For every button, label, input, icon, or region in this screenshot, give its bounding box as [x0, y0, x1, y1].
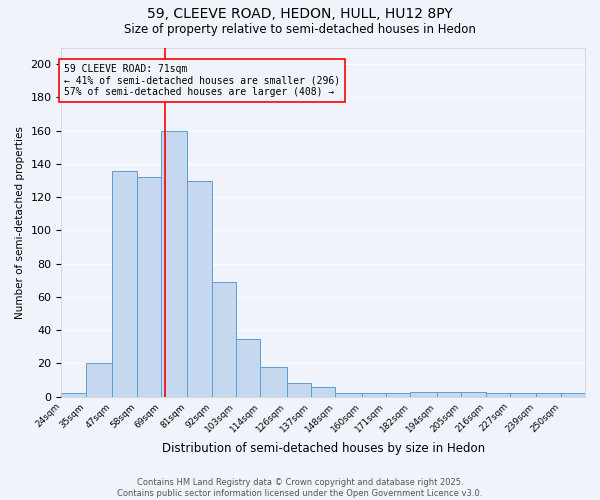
Text: Contains HM Land Registry data © Crown copyright and database right 2025.
Contai: Contains HM Land Registry data © Crown c…	[118, 478, 482, 498]
Bar	[437, 392, 461, 396]
Bar	[86, 364, 112, 396]
Bar	[510, 394, 536, 396]
X-axis label: Distribution of semi-detached houses by size in Hedon: Distribution of semi-detached houses by …	[161, 442, 485, 455]
Text: Size of property relative to semi-detached houses in Hedon: Size of property relative to semi-detach…	[124, 22, 476, 36]
Bar	[260, 367, 287, 396]
Bar	[461, 392, 485, 396]
Bar	[536, 394, 560, 396]
Bar	[335, 394, 362, 396]
Bar	[212, 282, 236, 397]
Bar	[560, 394, 585, 396]
Bar	[311, 386, 335, 396]
Y-axis label: Number of semi-detached properties: Number of semi-detached properties	[15, 126, 25, 318]
Bar	[61, 394, 86, 396]
Text: 59 CLEEVE ROAD: 71sqm
← 41% of semi-detached houses are smaller (296)
57% of sem: 59 CLEEVE ROAD: 71sqm ← 41% of semi-deta…	[64, 64, 340, 98]
Bar	[161, 130, 187, 396]
Bar	[137, 177, 161, 396]
Bar	[112, 170, 137, 396]
Bar	[362, 394, 386, 396]
Bar	[485, 394, 510, 396]
Bar	[386, 394, 410, 396]
Bar	[410, 392, 437, 396]
Text: 59, CLEEVE ROAD, HEDON, HULL, HU12 8PY: 59, CLEEVE ROAD, HEDON, HULL, HU12 8PY	[147, 8, 453, 22]
Bar	[187, 180, 212, 396]
Bar	[287, 384, 311, 396]
Bar	[236, 338, 260, 396]
